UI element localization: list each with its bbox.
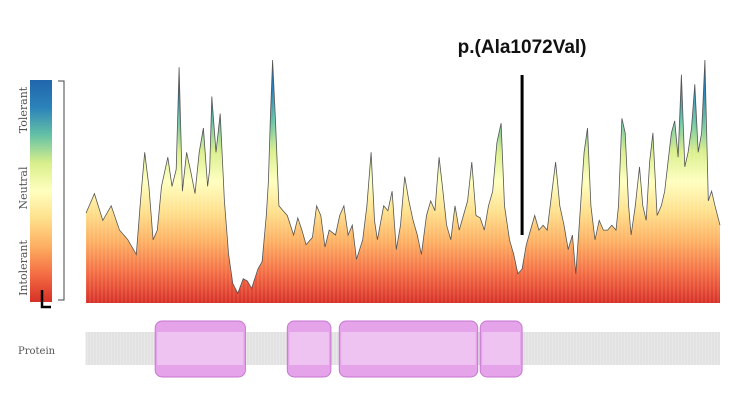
protein-domains <box>154 320 523 378</box>
profile-area-fill <box>86 60 720 303</box>
protein-domain-3 <box>338 320 479 378</box>
color-bar-label-intolerant: Intolerant <box>17 240 30 296</box>
protein-domain-highlight-1 <box>157 332 244 365</box>
color-bar-label-tolerant: Tolerant <box>17 86 30 133</box>
variant-marker: p.(Ala1072Val) <box>458 37 587 235</box>
protein-track: Protein <box>18 320 720 378</box>
protein-domain-2 <box>286 320 332 378</box>
tolerance-profile <box>85 59 721 303</box>
color-bar-label-neutral: Neutral <box>17 166 30 209</box>
color-bar-bracket <box>58 80 65 301</box>
profile-outline <box>85 59 721 295</box>
protein-domain-highlight-3 <box>341 332 476 365</box>
protein-domain-highlight-4 <box>482 332 521 365</box>
variant-label: p.(Ala1072Val) <box>458 37 587 58</box>
color-bar: Tolerant Neutral Intolerant <box>17 80 65 309</box>
protein-domain-4 <box>479 320 523 378</box>
protein-track-label: Protein <box>18 346 56 357</box>
protein-domain-highlight-2 <box>289 332 329 365</box>
protein-domain-1 <box>154 320 246 378</box>
color-bar-fill <box>30 80 52 302</box>
color-bar-corner-mark <box>40 290 51 309</box>
